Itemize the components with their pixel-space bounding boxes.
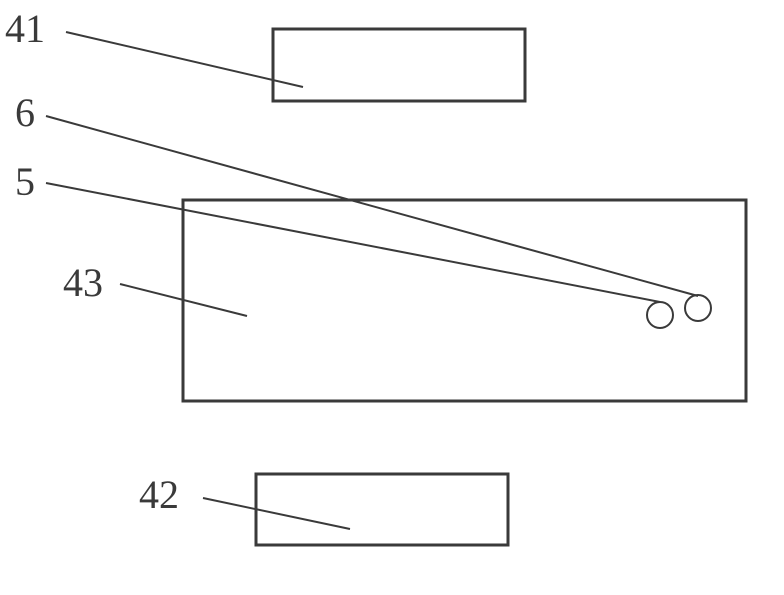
label-42: 42 [139,472,179,517]
rect-42 [256,474,508,545]
label-6: 6 [15,90,35,135]
label-41: 41 [5,6,45,51]
leader-41 [66,32,303,87]
circle-5 [647,302,673,328]
label-5: 5 [15,159,35,204]
rect-43-main [183,200,746,401]
rect-41 [273,29,525,101]
technical-diagram: 41 6 5 43 42 [0,0,784,595]
circle-6 [685,295,711,321]
label-43: 43 [63,260,103,305]
leader-42 [203,498,350,529]
leader-6 [46,116,698,296]
